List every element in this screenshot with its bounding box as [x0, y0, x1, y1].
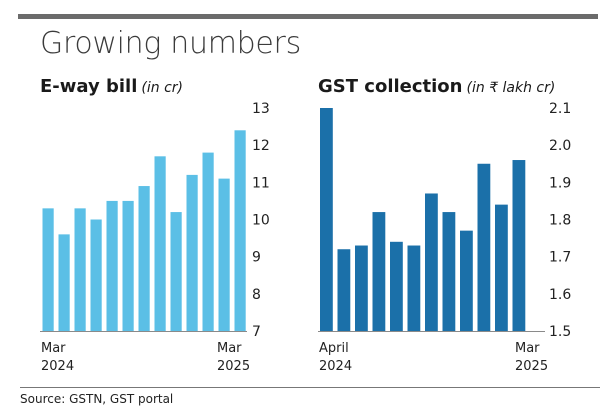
- eway-bill-title-text: E-way bill: [40, 76, 138, 97]
- gst-y-tick-label: 2.0: [549, 138, 571, 154]
- gst-bar: [390, 241, 403, 331]
- eway-bill-title: E-way bill (in cr): [40, 76, 183, 97]
- eway-bar: [138, 186, 150, 331]
- gst-x-end-label-line2: 2025: [515, 359, 548, 374]
- gst-bar: [372, 212, 386, 331]
- eway-y-tick-label: 10: [252, 213, 270, 229]
- eway-y-tick-label: 7: [252, 324, 261, 340]
- eway-x-end-label-line1: Mar: [217, 341, 242, 356]
- eway-bar: [234, 130, 246, 331]
- headline: Growing numbers: [40, 26, 301, 61]
- gst-bar: [355, 245, 368, 331]
- gst-y-tick-label: 1.7: [549, 250, 571, 266]
- gst-collection-unit: (in ₹ lakh cr): [466, 80, 556, 96]
- gst-x-end-label-line1: Mar: [515, 341, 540, 356]
- gst-bar: [512, 160, 526, 331]
- gst-y-tick-label: 1.8: [549, 213, 571, 229]
- gst-y-tick-label: 1.9: [549, 175, 571, 191]
- eway-bar: [90, 219, 102, 331]
- gst-x-start-label-line1: April: [319, 341, 349, 356]
- source-note: Source: GSTN, GST portal: [20, 392, 174, 406]
- gst-y-tick-label: 1.6: [549, 287, 571, 303]
- source-rule: [20, 387, 600, 388]
- gst-bar: [460, 230, 473, 331]
- eway-bar: [42, 208, 54, 331]
- eway-bar: [58, 234, 70, 331]
- eway-x-start-label-line1: Mar: [41, 341, 66, 356]
- eway-bar: [186, 174, 198, 331]
- eway-x-end-label-line2: 2025: [217, 359, 250, 374]
- eway-bar: [154, 156, 166, 331]
- eway-bar: [122, 200, 134, 331]
- gst-bar: [337, 249, 351, 331]
- gst-bar: [407, 245, 421, 331]
- gst-bar: [442, 212, 456, 331]
- eway-y-tick-label: 8: [252, 287, 261, 303]
- eway-bar: [202, 152, 214, 331]
- eway-y-tick-label: 11: [252, 175, 270, 191]
- gst-y-tick-label: 1.5: [549, 324, 571, 340]
- gst-bar: [477, 163, 491, 331]
- gst-bar: [320, 108, 333, 331]
- eway-y-tick-label: 9: [252, 250, 261, 266]
- eway-y-tick-label: 13: [252, 101, 270, 117]
- gst-bar: [495, 204, 508, 331]
- gst-collection-title: GST collection (in ₹ lakh cr): [318, 76, 555, 97]
- eway-bar: [74, 208, 86, 331]
- eway-y-tick-label: 12: [252, 138, 270, 154]
- eway-bar: [170, 212, 182, 331]
- top-rule: [18, 14, 598, 19]
- gst-collection-title-text: GST collection: [318, 76, 463, 97]
- gst-x-start-label-line2: 2024: [319, 359, 352, 374]
- gst-y-tick-label: 2.1: [549, 101, 571, 117]
- eway-x-start-label-line2: 2024: [41, 359, 74, 374]
- gst-bar: [425, 193, 438, 331]
- eway-bar: [106, 200, 118, 331]
- eway-bill-unit: (in cr): [141, 80, 183, 96]
- eway-bar: [218, 178, 230, 331]
